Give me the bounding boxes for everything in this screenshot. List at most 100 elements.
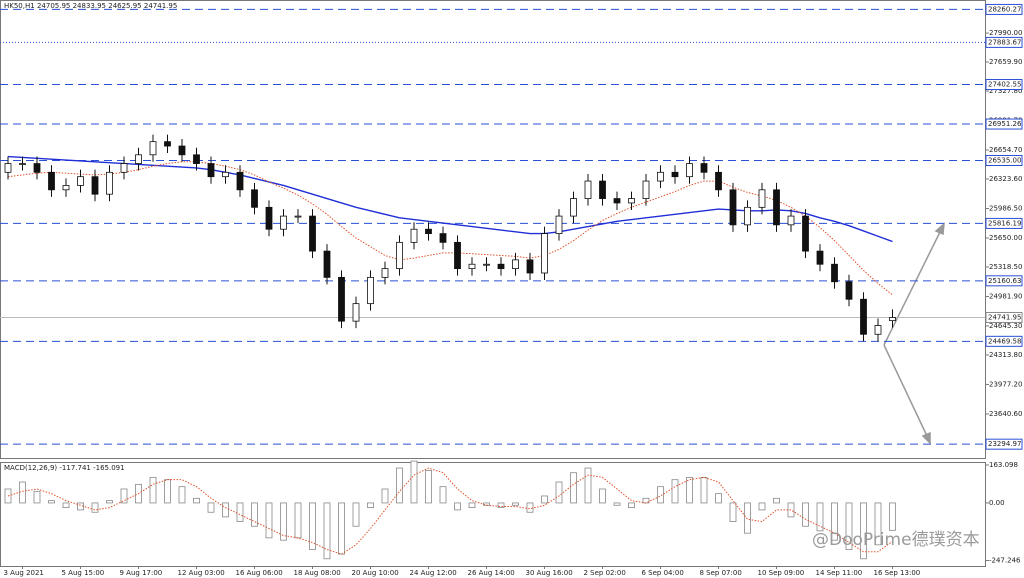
candle-body [352,303,360,322]
macd-bar [773,497,780,504]
macd-bar [671,479,679,504]
candle-body [193,154,200,164]
macd-bar [715,493,722,504]
level-label: 24469.58 [988,337,1021,345]
x-tick-label: 18 Aug 08:00 [294,569,341,577]
candle-body [555,215,563,234]
macd-bar [236,502,244,522]
macd-bar [599,488,606,504]
macd-bar [454,502,461,511]
level-label: 28260.27 [988,5,1021,13]
macd-bar [381,488,389,504]
candle-body [497,263,505,270]
candle-body [787,215,795,226]
x-tick-label: 6 Sep 04:00 [642,569,684,577]
level-box [985,217,1023,229]
y-tick-label: 25318.50 [989,263,1022,271]
last-low: 24625.95 [108,2,141,10]
candle-body [773,189,780,226]
candle-body [367,276,374,305]
y-tick-label: 27990.00 [989,29,1022,37]
macd-bar [555,481,563,504]
macd-title: MACD(12,26,9) -117.741 -165.091 [4,464,125,472]
x-tick-label: 14 Sep 11:00 [816,569,863,577]
macd-bar [425,469,432,504]
signal-line [7,467,893,555]
candle-body [91,176,99,195]
y-tick-label: 24313.80 [989,351,1022,359]
level-box [985,3,1023,15]
macd-bar [758,502,766,511]
level-label: 25816.19 [988,219,1021,227]
candle-body [628,198,635,204]
macd-bar [686,476,693,504]
candle-body [700,163,708,173]
candle-body [396,241,403,270]
candle-body [164,141,171,147]
macd-bar [860,502,867,560]
macd-bar [352,502,360,527]
macd-bar [787,502,795,518]
candle-body [758,189,766,208]
candle-body [135,154,142,164]
macd-bar [164,479,171,504]
macd-bar [584,467,592,504]
candle-body [280,215,287,230]
y-tick-label: 24645.30 [989,322,1022,330]
level-box [985,118,1023,130]
macd-bar [628,502,635,509]
last-open: 24705.95 [37,2,70,10]
level-label: 27883.67 [988,38,1021,46]
candle-body [33,163,41,173]
candle-body [642,180,650,199]
candle-body [889,317,896,322]
level-label: 25160.63 [988,277,1021,285]
x-tick-label: 10 Sep 09:00 [758,569,805,577]
candle-body [236,171,244,191]
x-tick-label: 5 Aug 15:00 [62,569,105,577]
candle-body [149,141,157,156]
candle-body [570,198,577,217]
candle-body [816,250,824,265]
macd-bar [541,495,548,504]
y-tick-label: 27327.80 [989,87,1022,95]
macd-bar [149,476,157,504]
candle-body [874,325,882,335]
level-label: 26535.00 [988,156,1021,164]
candle-body [106,171,113,195]
level-label: 23294.97 [988,440,1021,448]
y-tick-label: 25650.00 [989,234,1022,242]
macd-bar [207,502,215,513]
candle-body [19,163,26,165]
macd-bar [222,502,229,518]
macd-bar [193,497,200,504]
y-tick-label: 24981.90 [989,292,1022,300]
candle-body [338,276,345,322]
y-tick-label: 23977.20 [989,380,1022,388]
x-tick-label: 16 Sep 13:00 [874,569,921,577]
candle-body [584,180,592,199]
candle-body [483,263,490,266]
y-tick-label: 26323.60 [989,175,1022,183]
macd-bar [294,502,302,539]
chart-symbol: HK50,H1 24705.95 24833.95 24625.95 24741… [4,2,177,10]
macd-panel-frame [0,462,986,567]
candle-body [729,189,737,226]
macd-bar [33,490,41,504]
macd-bar [367,502,374,509]
macd-bar [744,502,751,534]
level-box [985,335,1023,347]
macd-bar [280,502,287,541]
level-label: 26951.26 [988,120,1022,128]
candle-body [613,198,621,204]
candle-body [265,206,273,230]
macd-bar [570,472,577,504]
candle-body [454,241,461,270]
y-tick-label: 25986.50 [989,205,1022,213]
macd-bar [802,502,809,527]
candle-body [671,171,679,178]
arrow-up-head [934,222,945,236]
x-tick-label: 26 Aug 14:00 [468,569,515,577]
candle-body [744,206,751,226]
